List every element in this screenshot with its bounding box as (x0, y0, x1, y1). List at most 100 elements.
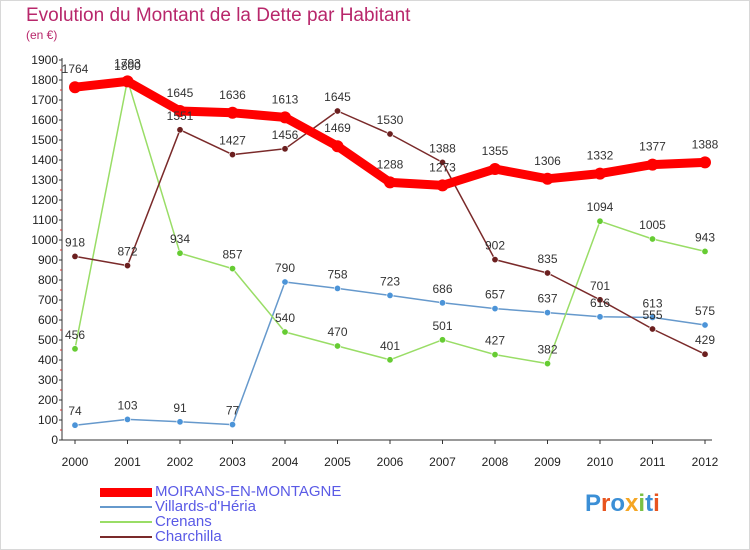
legend-swatch-charchilla (100, 536, 152, 538)
series-point-1 (491, 305, 499, 313)
y-tick-label: 900 (38, 253, 58, 267)
data-label: 857 (222, 248, 242, 262)
data-label: 1764 (62, 62, 89, 76)
data-label: 401 (380, 339, 400, 353)
x-tick-label: 2008 (482, 455, 509, 469)
data-label: 1306 (534, 154, 561, 168)
x-tick-label: 2001 (114, 455, 141, 469)
series-point-2 (438, 336, 446, 344)
series-point-0 (331, 140, 344, 153)
y-tick-label: 1300 (31, 173, 58, 187)
legend-label-moirans: MOIRANS-EN-MONTAGNE (155, 483, 342, 500)
series-point-2 (229, 265, 237, 273)
data-label: 1288 (377, 157, 404, 171)
legend-swatch-moirans (100, 487, 152, 497)
data-label: 501 (432, 319, 452, 333)
legend-label-villards: Villards-d'Héria (155, 498, 256, 515)
series-point-2 (386, 356, 394, 364)
series-point-2 (333, 342, 341, 350)
series-point-3 (386, 130, 394, 138)
data-label: 103 (117, 398, 137, 412)
y-tick-label: 1800 (31, 73, 58, 87)
data-label: 1645 (167, 86, 194, 100)
logo-letter: x (625, 490, 639, 517)
x-tick-label: 2007 (429, 455, 456, 469)
x-tick-label: 2009 (534, 455, 561, 469)
series-line-1 (74, 281, 706, 426)
data-label: 77 (226, 404, 240, 418)
series-point-1 (333, 284, 341, 292)
data-label: 1613 (272, 92, 299, 106)
legend-swatch-crenans (100, 521, 152, 523)
data-label: 835 (537, 252, 557, 266)
data-label: 686 (432, 282, 452, 296)
series-point-0 (174, 105, 186, 117)
y-tick-label: 1000 (31, 233, 58, 247)
series-point-0 (121, 75, 134, 88)
data-label: 1273 (429, 160, 456, 174)
data-label: 382 (537, 343, 557, 357)
logo-letter: P (585, 490, 602, 517)
series-point-0 (541, 172, 554, 185)
y-tick-label: 1900 (31, 53, 58, 67)
data-label: 1636 (219, 88, 246, 102)
series-point-1 (648, 313, 656, 321)
data-label: 427 (485, 334, 505, 348)
series-point-1 (281, 278, 289, 286)
series-point-3 (543, 269, 551, 277)
data-label: 540 (275, 311, 295, 325)
series-point-0 (489, 163, 501, 175)
data-label: 758 (327, 267, 347, 281)
data-label: 790 (275, 261, 295, 275)
logo-letter: i (638, 490, 646, 517)
y-tick-label: 300 (38, 373, 58, 387)
chart-unit-subtitle: (en €) (26, 28, 58, 42)
y-tick-label: 1600 (31, 113, 58, 127)
data-label: 1551 (167, 109, 194, 123)
data-label: 1530 (377, 113, 404, 127)
x-tick-label: 2002 (167, 455, 194, 469)
legend-item-villards: Villards-d'Héria (100, 498, 256, 515)
legend-item-crenans: Crenans (100, 514, 212, 529)
data-label: 470 (327, 325, 347, 339)
series-point-2 (596, 217, 604, 225)
x-tick-label: 2003 (219, 455, 246, 469)
series-point-1 (596, 313, 604, 321)
series-point-1 (438, 299, 446, 307)
y-tick-label: 0 (51, 433, 58, 447)
data-label: 1793 (114, 56, 141, 70)
series-point-0 (384, 176, 396, 189)
series-point-3 (491, 256, 499, 264)
data-label: 1427 (219, 134, 246, 148)
data-label: 613 (642, 296, 662, 310)
series-point-3 (648, 325, 656, 333)
x-tick-label: 2010 (587, 455, 614, 469)
series-point-2 (543, 360, 551, 368)
legend-item-moirans: MOIRANS-EN-MONTAGNE (100, 483, 342, 500)
series-point-0 (699, 156, 711, 169)
x-tick-label: 2000 (62, 455, 89, 469)
logo-letter: t (645, 490, 654, 517)
legend-label-charchilla: Charchilla (155, 528, 222, 545)
data-label: 701 (590, 279, 610, 293)
data-label: 1388 (429, 141, 456, 155)
data-label: 1377 (639, 140, 666, 154)
data-label: 657 (485, 288, 505, 302)
y-tick-label: 700 (38, 293, 58, 307)
y-tick-label: 1400 (31, 153, 58, 167)
y-tick-label: 400 (38, 353, 58, 367)
data-label: 918 (65, 235, 85, 249)
y-tick-label: 1100 (32, 213, 58, 227)
series-point-3 (701, 350, 709, 358)
y-tick-label: 100 (38, 413, 58, 427)
data-label: 1388 (692, 137, 719, 151)
y-tick-label: 600 (38, 313, 58, 327)
data-label: 456 (65, 328, 85, 342)
data-label: 934 (170, 232, 190, 246)
series-point-3 (333, 107, 341, 115)
data-label: 1005 (639, 218, 666, 232)
x-tick-label: 2005 (324, 455, 351, 469)
series-point-3 (71, 252, 79, 260)
x-tick-label: 2006 (377, 455, 404, 469)
series-point-3 (176, 126, 184, 134)
